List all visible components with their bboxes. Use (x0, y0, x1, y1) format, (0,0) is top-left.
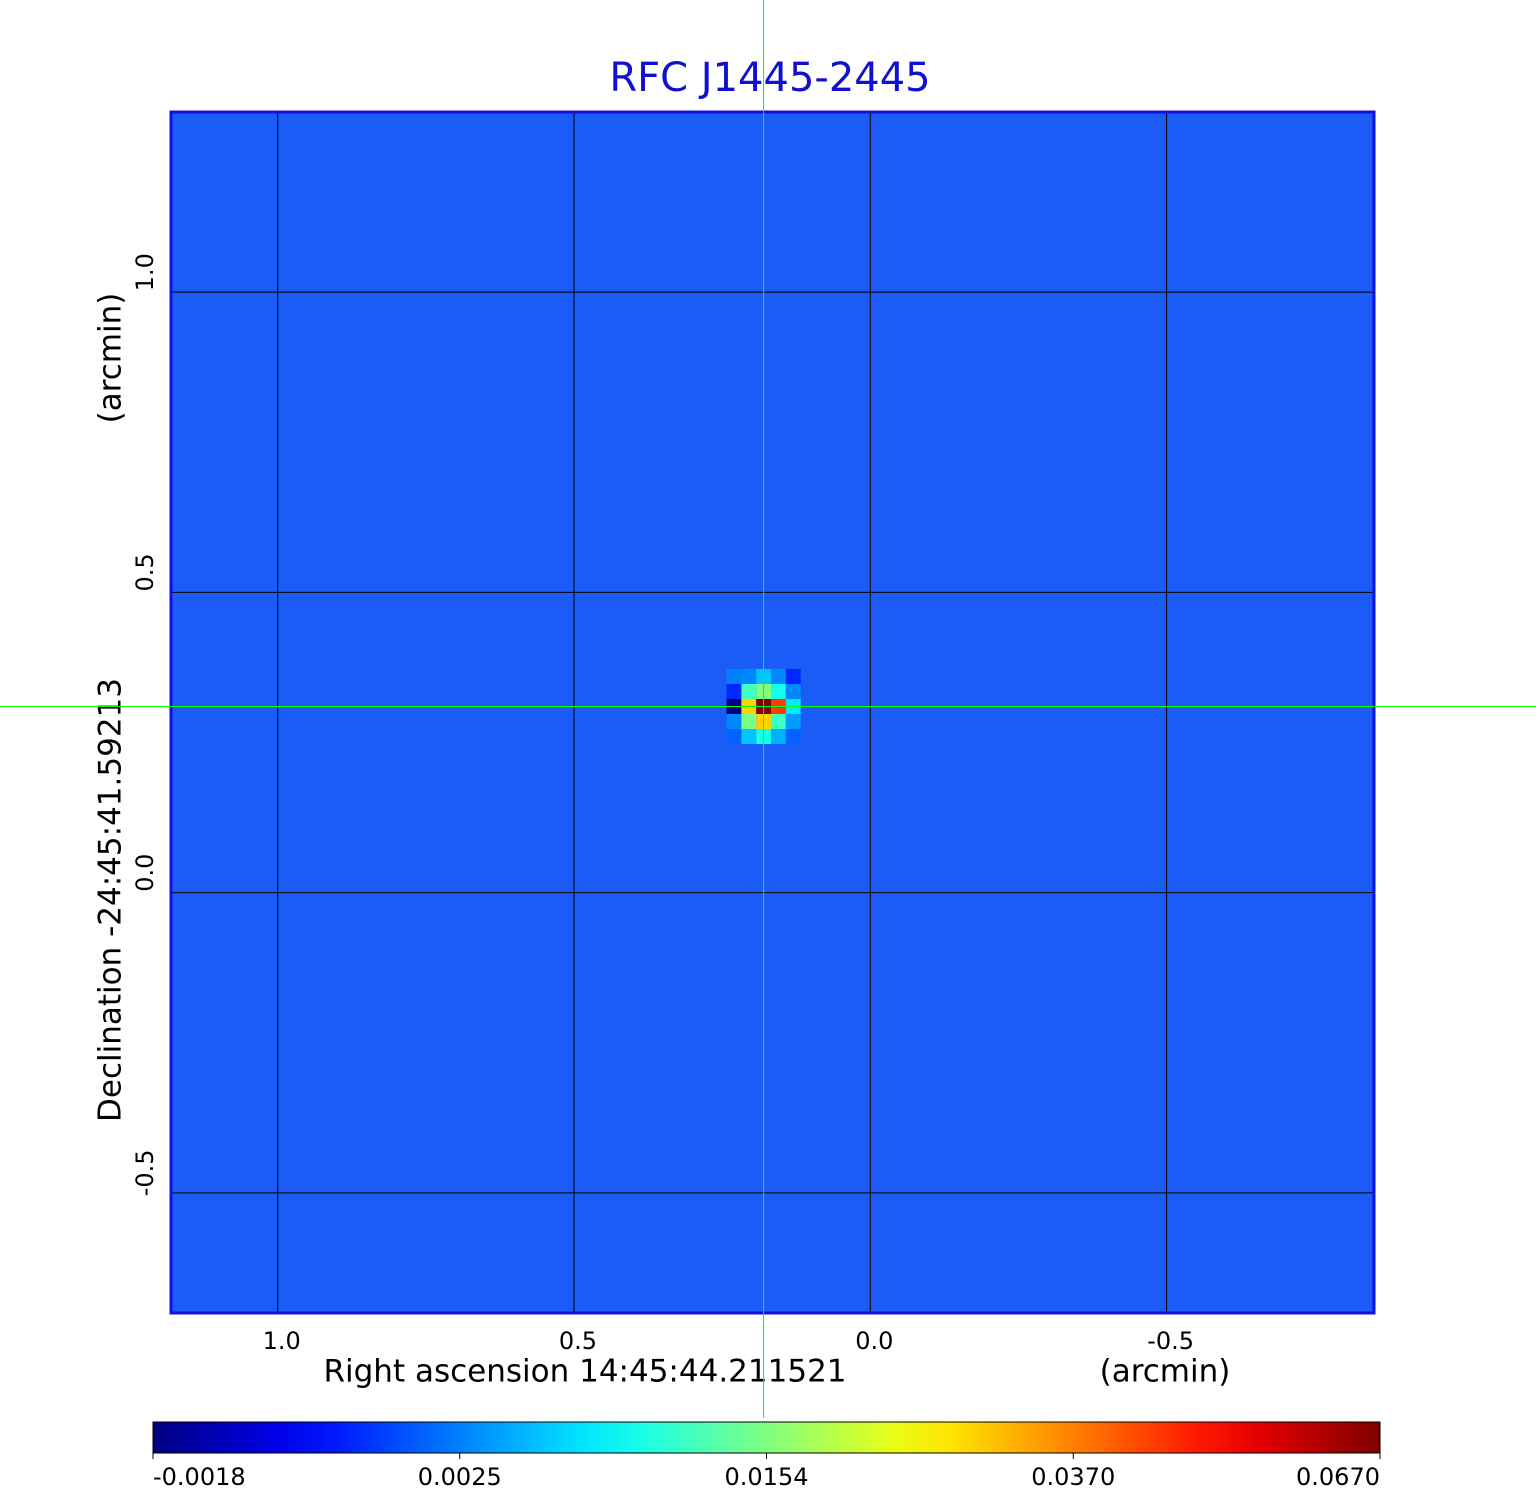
image-pixel (741, 668, 757, 684)
x-axis-unit: (arcmin) (1100, 1354, 1231, 1390)
image-pixel (741, 683, 757, 699)
plot-frame (169, 110, 1376, 1315)
image-pixel (726, 714, 742, 730)
image-pixel (741, 729, 757, 745)
colorbar-tick-label: 0.0670 (1296, 1463, 1380, 1491)
image-pixel (726, 729, 742, 745)
y-axis-label: Declination -24:45:41.59213 (93, 678, 129, 1122)
x-axis-label: Right ascension 14:45:44.211521 (323, 1354, 846, 1390)
image-pixel (741, 714, 757, 730)
image-pixel (785, 683, 801, 699)
colorbar (152, 1421, 1381, 1454)
colorbar-tick-label: 0.0025 (418, 1463, 502, 1491)
colorbar-tick-label: 0.0154 (725, 1463, 809, 1491)
x-tick-label: 1.0 (263, 1327, 301, 1355)
colorbar-tick-label: 0.0370 (1031, 1463, 1115, 1491)
y-axis-unit: (arcmin) (93, 293, 129, 424)
image-pixel (771, 668, 786, 684)
image-pixel (785, 668, 801, 684)
x-tick-label: -0.5 (1147, 1327, 1194, 1355)
y-tick-label: 1.0 (131, 253, 159, 291)
y-tick-label: 0.0 (131, 854, 159, 892)
image-pixel (771, 683, 786, 699)
y-tick-label: -0.5 (131, 1149, 159, 1196)
x-tick-label: 0.5 (559, 1327, 597, 1355)
image-pixel (785, 729, 801, 745)
image-pixel (785, 714, 801, 730)
x-tick-label: 0.0 (855, 1327, 893, 1355)
colorbar-tick-label: -0.0018 (153, 1463, 246, 1491)
image-pixel (726, 668, 742, 684)
image-pixel (726, 683, 742, 699)
y-tick-label: 0.5 (131, 553, 159, 591)
chart-title: RFC J1445-2445 (609, 55, 930, 101)
image-pixel (771, 729, 786, 745)
image-pixel (771, 714, 786, 730)
